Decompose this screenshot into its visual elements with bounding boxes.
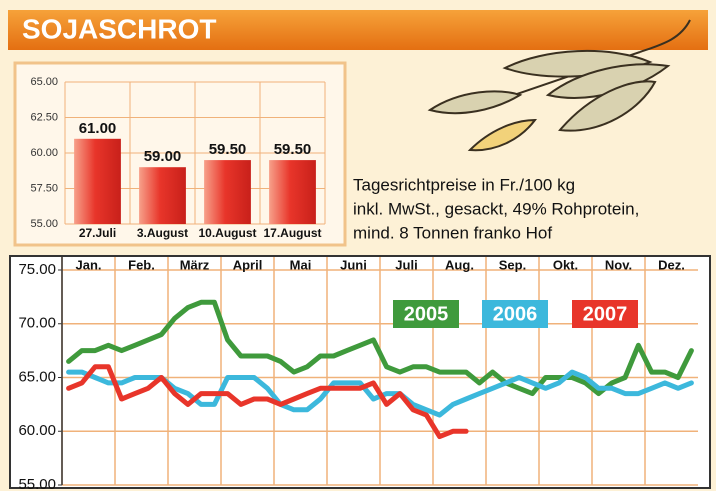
- bar-value-label: 59.50: [209, 141, 247, 158]
- page: SOJASCHROT 55.00 57.50 60.00 62.50 65.00 61.0…: [0, 0, 716, 491]
- y-tick-label: 57.50: [30, 182, 58, 194]
- y-tick-label: 55.00: [30, 218, 58, 230]
- x-tick-label: 17.August: [263, 226, 321, 240]
- y-tick-label: 60.00: [18, 422, 56, 439]
- x-tick-label: März: [180, 257, 210, 272]
- x-tick-label: 10.August: [198, 226, 256, 240]
- x-tick-label: Juni: [340, 257, 367, 272]
- annotation: mind. 8 Tonnen franko Hof: [353, 223, 552, 242]
- x-tick-label: Juli: [395, 257, 417, 272]
- y-tick-label: 65.00: [18, 368, 56, 385]
- bar: [204, 160, 251, 224]
- bar: [74, 139, 121, 224]
- y-tick-label: 70.00: [18, 315, 56, 332]
- legend-label: 2005: [404, 303, 449, 325]
- x-tick-label: Dez.: [658, 257, 685, 272]
- x-tick-label: Nov.: [605, 257, 632, 272]
- bar-value-label: 59.50: [274, 141, 312, 158]
- y-tick-label: 60.00: [30, 147, 58, 159]
- legend-label: 2006: [493, 303, 538, 325]
- page-title: SOJASCHROT: [22, 13, 216, 44]
- x-tick-label: April: [233, 257, 263, 272]
- y-tick-label: 55.00: [18, 476, 56, 491]
- annotation: inkl. MwSt., gesackt, 49% Rohprotein,: [353, 199, 639, 218]
- y-tick-label: 62.50: [30, 111, 58, 123]
- bar: [139, 167, 186, 224]
- bar: [269, 160, 316, 224]
- x-tick-label: Aug.: [445, 257, 474, 272]
- x-tick-label: Okt.: [553, 257, 578, 272]
- x-tick-label: 27.Juli: [79, 226, 116, 240]
- x-tick-label: 3.August: [137, 226, 188, 240]
- bar-value-label: 61.00: [79, 120, 117, 137]
- bar-value-label: 59.00: [144, 148, 182, 165]
- y-tick-label: 75.00: [18, 261, 56, 278]
- x-tick-label: Mai: [290, 257, 312, 272]
- x-tick-label: Sep.: [499, 257, 526, 272]
- annotation: Tagesrichtpreise in Fr./100 kg: [353, 175, 575, 194]
- x-tick-label: Feb.: [128, 257, 155, 272]
- y-tick-label: 65.00: [30, 76, 58, 88]
- x-tick-label: Jan.: [75, 257, 101, 272]
- legend-label: 2007: [583, 303, 628, 325]
